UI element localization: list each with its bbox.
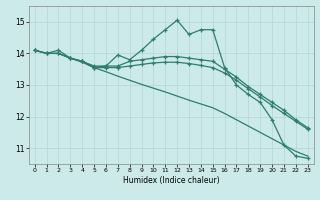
X-axis label: Humidex (Indice chaleur): Humidex (Indice chaleur) <box>123 176 220 185</box>
